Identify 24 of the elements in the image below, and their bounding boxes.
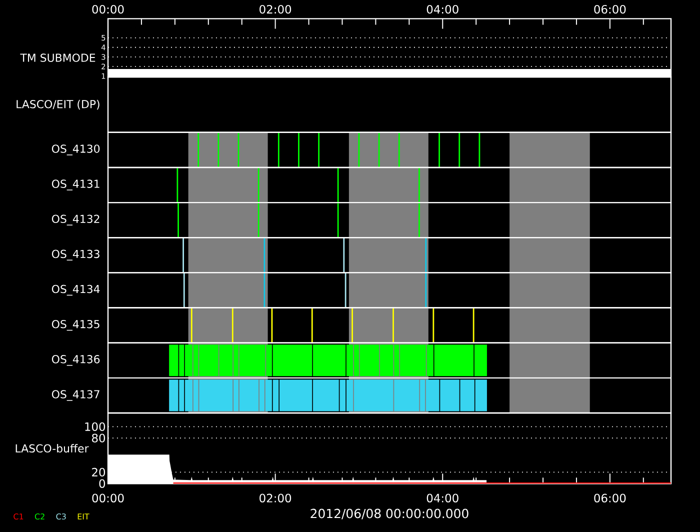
x-tick-label: 06:00 (594, 4, 626, 14)
y-axis-title: OS_4134 (52, 284, 100, 296)
x-tick-label: 04:00 (426, 494, 458, 502)
y-tick-label: 80 (92, 434, 106, 442)
y-axis-title: OS_4131 (52, 180, 100, 190)
text: LASCO/EIT (DP) (16, 100, 100, 110)
x-tick-label: 06:00 (594, 494, 626, 502)
x-tick-label: 02:00 (260, 494, 292, 502)
y-axis-title: TM SUBMODE (20, 54, 96, 62)
y-axis-title: OS_4135 (52, 320, 100, 331)
x-tick-label: 00:00 (92, 494, 124, 502)
y-tick-label: 100 (85, 422, 106, 431)
y-tick-label: OS_4137 (52, 390, 100, 401)
y-axis-title: OS_4133 (52, 250, 100, 261)
y-axis-title: OS_4132 (52, 214, 100, 226)
y-tick-label: OS_4136 (52, 355, 100, 366)
x-tick-label: 02:00 (260, 4, 292, 14)
x-tick-label: 00:00 (92, 4, 124, 14)
x-tick-label: 04:00 (426, 4, 458, 14)
y-tick-label: 20 (92, 468, 106, 477)
y-axis-title: LASCO-buffer (16, 444, 89, 453)
x-axis-title: 2012/06/08 00:00:00.000 (310, 508, 468, 520)
y-axis-title: OS_4130 (52, 144, 100, 156)
y-tick-label: 0 (99, 479, 106, 488)
